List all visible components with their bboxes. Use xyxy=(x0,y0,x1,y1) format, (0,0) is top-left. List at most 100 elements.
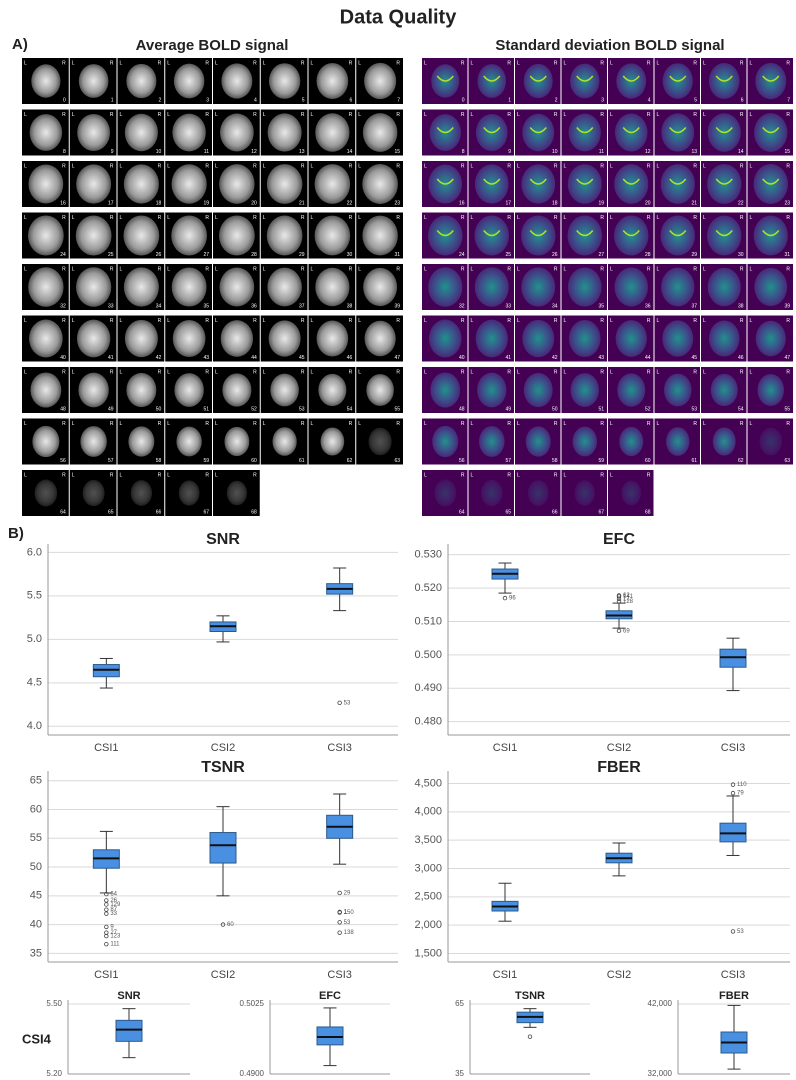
brain-slice xyxy=(315,267,350,307)
orientation-label: L xyxy=(120,215,123,221)
figure-title: Data Quality xyxy=(340,6,458,28)
outlier-label: 33 xyxy=(110,911,117,917)
orientation-label: L xyxy=(24,369,27,375)
orientation-label: L xyxy=(564,266,567,272)
orientation-label: R xyxy=(62,318,66,324)
brain-slice xyxy=(570,373,599,407)
outlier xyxy=(527,1034,533,1039)
orientation-label: L xyxy=(120,318,123,324)
highlight xyxy=(622,127,640,134)
slice-number: 64 xyxy=(459,509,465,515)
y-tick-label: 0.490 xyxy=(414,682,442,694)
highlight xyxy=(529,178,547,185)
slice-number: 14 xyxy=(347,149,353,155)
orientation-label: L xyxy=(517,472,520,478)
outlier xyxy=(337,930,342,935)
brain-slice xyxy=(666,427,690,456)
orientation-label: L xyxy=(703,215,706,221)
slice-number: 43 xyxy=(203,355,209,361)
slice-number: 23 xyxy=(394,200,400,206)
brain-slice xyxy=(268,320,301,357)
y-tick-label: 0.480 xyxy=(414,716,442,728)
outlier xyxy=(337,700,342,706)
outlier-label: 27 xyxy=(110,930,117,936)
orientation-label: L xyxy=(311,112,314,118)
y-tick-label: 6.0 xyxy=(27,546,42,558)
slice-number: 19 xyxy=(203,200,209,206)
orientation-label: R xyxy=(740,112,744,118)
y-tick-label: 5.50 xyxy=(46,999,62,1008)
orientation-label: R xyxy=(507,369,511,375)
orientation-label: R xyxy=(786,112,790,118)
brain-slice xyxy=(662,320,694,357)
brain-slice xyxy=(219,267,255,307)
brain-slice xyxy=(707,267,741,307)
highlight xyxy=(436,178,454,185)
brain-slice xyxy=(173,63,205,99)
slice-number: 63 xyxy=(784,458,790,464)
orientation-label: L xyxy=(263,215,266,221)
orientation-label: R xyxy=(349,318,353,324)
orientation-label: R xyxy=(301,369,305,375)
brain-slice xyxy=(316,63,349,99)
orientation-label: L xyxy=(311,369,314,375)
slice-number: 59 xyxy=(598,458,604,464)
orientation-label: L xyxy=(564,369,567,375)
chart-title: TSNR xyxy=(515,990,545,1002)
highlight xyxy=(576,75,594,82)
orientation-label: R xyxy=(600,112,604,118)
slice-number: 34 xyxy=(552,303,558,309)
orientation-label: R xyxy=(507,266,511,272)
orientation-label: L xyxy=(657,318,660,324)
orientation-label: R xyxy=(786,421,790,427)
orientation-label: R xyxy=(647,215,651,221)
brain-slice xyxy=(362,215,398,256)
slice-number: 61 xyxy=(691,458,697,464)
slice-number: 3 xyxy=(206,97,209,103)
y-tick-label: 1,500 xyxy=(414,947,442,959)
orientation-label: R xyxy=(647,421,651,427)
slice-number: 8 xyxy=(462,149,465,155)
slice-number: 45 xyxy=(691,355,697,361)
orientation-label: R xyxy=(110,60,114,66)
slice-number: 66 xyxy=(156,509,162,515)
brain-slice xyxy=(76,164,112,204)
brain-slice xyxy=(130,480,153,506)
brain-slice xyxy=(527,480,549,506)
orientation-label: R xyxy=(62,112,66,118)
slice-number: 54 xyxy=(347,406,353,412)
orientation-label: L xyxy=(167,266,170,272)
orientation-label: L xyxy=(517,60,520,66)
orientation-label: R xyxy=(647,112,651,118)
slice-number: 47 xyxy=(394,355,400,361)
orientation-label: R xyxy=(158,369,162,375)
brain-slice xyxy=(220,113,254,152)
orientation-label: R xyxy=(461,421,465,427)
orientation-label: R xyxy=(349,266,353,272)
slice-number: 27 xyxy=(203,252,209,258)
brain-slice xyxy=(34,479,58,507)
orientation-label: R xyxy=(301,266,305,272)
orientation-label: R xyxy=(786,318,790,324)
orientation-label: L xyxy=(657,163,660,169)
slice-number: 13 xyxy=(691,149,697,155)
outlier xyxy=(616,599,622,604)
brain-slice xyxy=(272,427,297,456)
orientation-label: L xyxy=(657,215,660,221)
orientation-label: L xyxy=(167,215,170,221)
outlier xyxy=(502,595,508,601)
x-tick-label: CSI2 xyxy=(607,969,631,981)
orientation-label: L xyxy=(72,163,75,169)
y-tick-label: 4.0 xyxy=(27,720,42,732)
orientation-label: L xyxy=(657,112,660,118)
orientation-label: R xyxy=(110,472,114,478)
orientation-label: L xyxy=(24,60,27,66)
x-tick-label: CSI1 xyxy=(94,969,118,981)
orientation-label: L xyxy=(72,369,75,375)
brain-slice xyxy=(759,427,782,456)
highlight xyxy=(669,230,687,237)
orientation-label: L xyxy=(120,421,123,427)
slice-number: 42 xyxy=(552,355,558,361)
highlight xyxy=(436,127,454,134)
slice-number: 31 xyxy=(784,252,790,258)
